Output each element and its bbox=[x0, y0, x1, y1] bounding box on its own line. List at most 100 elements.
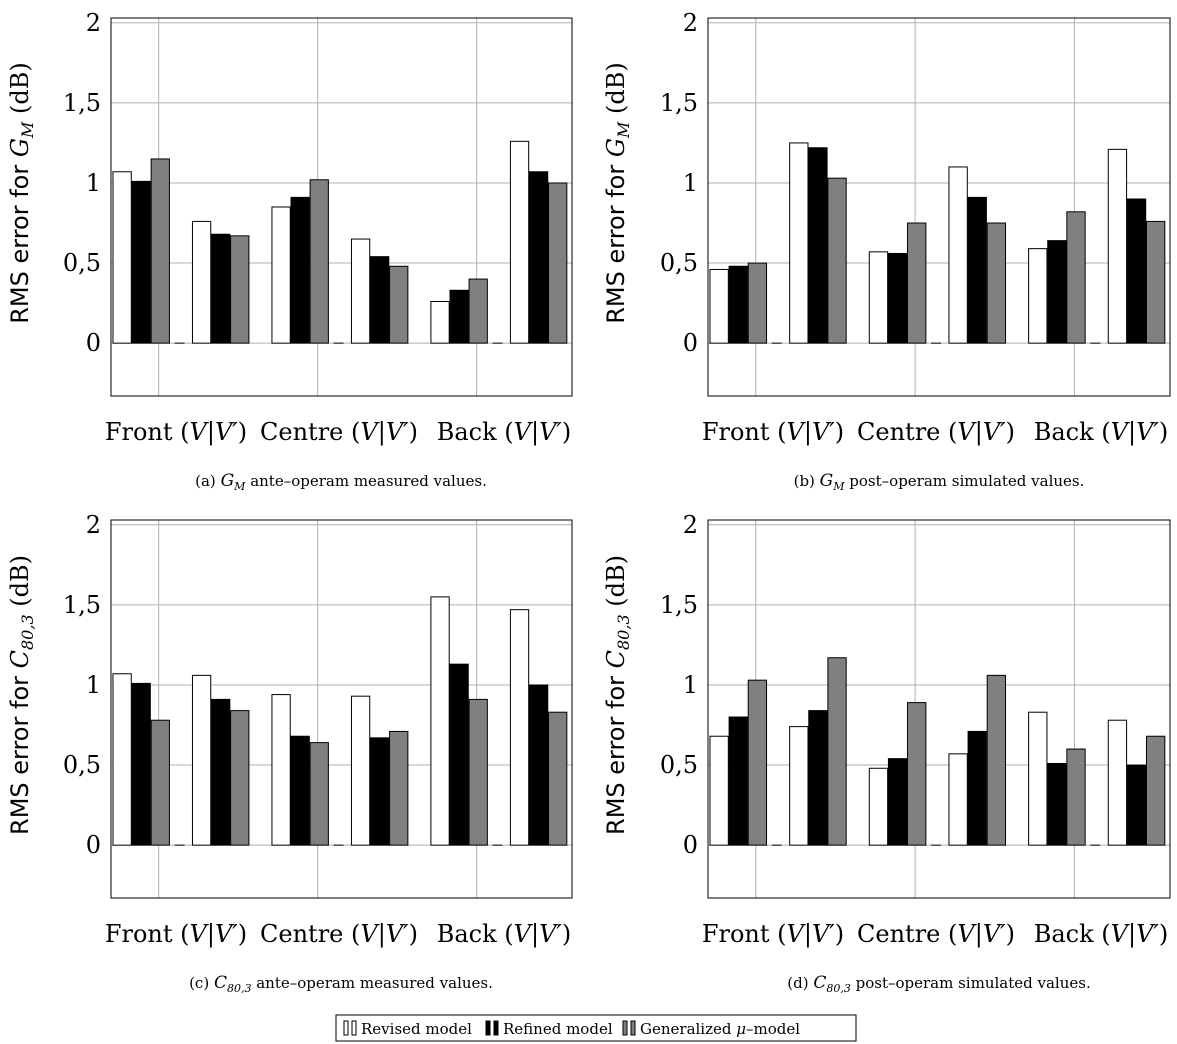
y-tick-label: 1,5 bbox=[660, 591, 698, 619]
bar-refined bbox=[449, 289, 469, 344]
bar-generalized bbox=[986, 222, 1007, 344]
bar-generalized bbox=[468, 698, 488, 846]
legend-swatch-revised bbox=[343, 1020, 349, 1036]
bar-revised bbox=[430, 301, 450, 344]
bar-revised bbox=[1028, 711, 1048, 846]
bar-generalized bbox=[150, 719, 170, 846]
legend-swatch-generalized bbox=[622, 1020, 628, 1036]
bar-revised bbox=[509, 140, 530, 344]
bar-revised bbox=[1107, 719, 1128, 846]
y-axis-label: RMS error for GM (dB) bbox=[6, 62, 37, 324]
panel-caption: (a) GM ante–operam measured values. bbox=[195, 471, 487, 493]
bar-revised bbox=[271, 206, 291, 344]
bar-revised bbox=[191, 674, 212, 846]
y-tick-label: 0 bbox=[86, 329, 101, 357]
bar-refined bbox=[808, 710, 828, 846]
bar-generalized bbox=[907, 702, 927, 846]
legend-box bbox=[335, 1014, 857, 1042]
bar-revised bbox=[948, 753, 968, 846]
bar-refined bbox=[1047, 762, 1067, 846]
bar-refined bbox=[728, 716, 748, 846]
bar-generalized bbox=[1066, 748, 1086, 846]
legend: Revised model Refined model Generalized μ–… bbox=[335, 1014, 857, 1042]
legend-swatch-revised bbox=[351, 1020, 357, 1036]
bar-revised bbox=[948, 166, 968, 344]
y-tick-label: 2 bbox=[683, 9, 698, 37]
x-tick-label: Centre (V|V′) bbox=[260, 418, 418, 447]
legend-swatch-refined bbox=[485, 1020, 491, 1036]
bar-generalized bbox=[309, 742, 329, 846]
bar-revised bbox=[350, 238, 371, 344]
y-tick-label: 1 bbox=[86, 169, 101, 197]
bar-revised bbox=[868, 767, 889, 846]
x-tick-label: Back (V|V′) bbox=[1034, 418, 1169, 447]
bar-refined bbox=[528, 684, 549, 846]
bar-revised bbox=[350, 695, 371, 846]
bar-generalized bbox=[827, 657, 847, 846]
bar-revised bbox=[789, 142, 809, 344]
y-tick-label: 0 bbox=[86, 831, 101, 859]
bar-revised bbox=[709, 268, 729, 344]
y-tick-label: 2 bbox=[683, 511, 698, 539]
bar-refined bbox=[967, 196, 987, 344]
plot-frame bbox=[707, 17, 1171, 397]
bar-refined bbox=[131, 180, 151, 344]
panel-caption: (b) GM post–operam simulated values. bbox=[794, 471, 1085, 493]
bar-generalized bbox=[150, 158, 170, 344]
bar-generalized bbox=[230, 710, 250, 846]
bar-generalized bbox=[1066, 211, 1086, 344]
bar-generalized bbox=[986, 674, 1007, 846]
y-tick-label: 1,5 bbox=[660, 89, 698, 117]
y-tick-label: 0 bbox=[683, 329, 698, 357]
y-tick-label: 0,5 bbox=[660, 751, 698, 779]
bar-revised bbox=[430, 596, 450, 846]
bar-refined bbox=[967, 730, 987, 846]
x-tick-label: Front (V|V′) bbox=[702, 418, 844, 447]
legend-swatch-generalized bbox=[630, 1020, 636, 1036]
y-tick-label: 1,5 bbox=[63, 89, 101, 117]
bar-revised bbox=[868, 251, 889, 344]
bar-refined bbox=[1047, 240, 1067, 344]
x-tick-label: Back (V|V′) bbox=[437, 418, 572, 447]
bar-refined bbox=[290, 196, 310, 344]
bar-refined bbox=[211, 233, 231, 344]
bar-generalized bbox=[389, 265, 409, 344]
y-tick-label: 2 bbox=[86, 511, 101, 539]
bar-refined bbox=[370, 256, 390, 344]
bar-generalized bbox=[1146, 735, 1166, 846]
bar-generalized bbox=[468, 278, 488, 344]
bar-revised bbox=[1028, 248, 1048, 344]
legend-label-generalized: Generalized μ–model bbox=[640, 1020, 800, 1038]
bar-refined bbox=[370, 737, 390, 846]
bar-refined bbox=[887, 758, 908, 846]
bar-refined bbox=[808, 147, 828, 344]
bar-refined bbox=[528, 171, 549, 344]
y-tick-label: 1 bbox=[683, 169, 698, 197]
plot-frame bbox=[707, 519, 1171, 899]
panel-c: 0 0,5 1 1,5 2 Front (V|V′) Centre (V|V′) Back (… bbox=[6, 511, 573, 995]
bar-generalized bbox=[389, 730, 409, 846]
y-tick-label: 0,5 bbox=[660, 249, 698, 277]
bar-generalized bbox=[747, 262, 768, 344]
panel-b: 0 0,5 1 1,5 2 Front (V|V′) Centre (V|V′) Back (… bbox=[602, 9, 1171, 493]
panel-d: 0 0,5 1 1,5 2 Front (V|V′) Centre (V|V′) Back (… bbox=[602, 511, 1171, 995]
bar-revised bbox=[789, 726, 809, 846]
x-tick-label: Centre (V|V′) bbox=[260, 920, 418, 949]
legend-label-refined: Refined model bbox=[503, 1020, 613, 1038]
bar-generalized bbox=[548, 182, 568, 344]
bar-revised bbox=[1107, 148, 1128, 344]
bar-refined bbox=[1126, 764, 1147, 846]
bar-revised bbox=[112, 673, 132, 846]
bar-refined bbox=[728, 265, 748, 344]
bar-revised bbox=[709, 735, 729, 846]
bar-generalized bbox=[309, 179, 329, 344]
y-tick-label: 0,5 bbox=[63, 249, 101, 277]
bar-refined bbox=[1126, 198, 1147, 344]
y-tick-label: 1 bbox=[86, 671, 101, 699]
legend-swatch-refined bbox=[493, 1020, 499, 1036]
y-tick-label: 1,5 bbox=[63, 591, 101, 619]
bar-generalized bbox=[907, 222, 927, 344]
y-axis-label: RMS error for C80,3 (dB) bbox=[602, 555, 633, 835]
bar-refined bbox=[449, 663, 469, 846]
y-tick-label: 2 bbox=[86, 9, 101, 37]
